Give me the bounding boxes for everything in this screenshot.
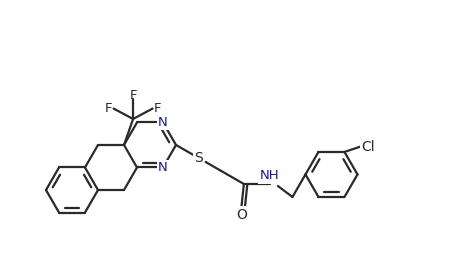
Text: F: F [154,102,161,115]
Text: F: F [129,89,137,102]
Text: NH: NH [260,170,280,183]
Text: O: O [236,208,247,222]
Text: S: S [194,151,203,165]
Text: N: N [158,161,168,174]
Text: N: N [158,116,168,129]
Text: Cl: Cl [361,140,375,154]
Text: F: F [105,102,112,115]
Text: N: N [158,161,168,174]
Text: N: N [158,116,168,129]
